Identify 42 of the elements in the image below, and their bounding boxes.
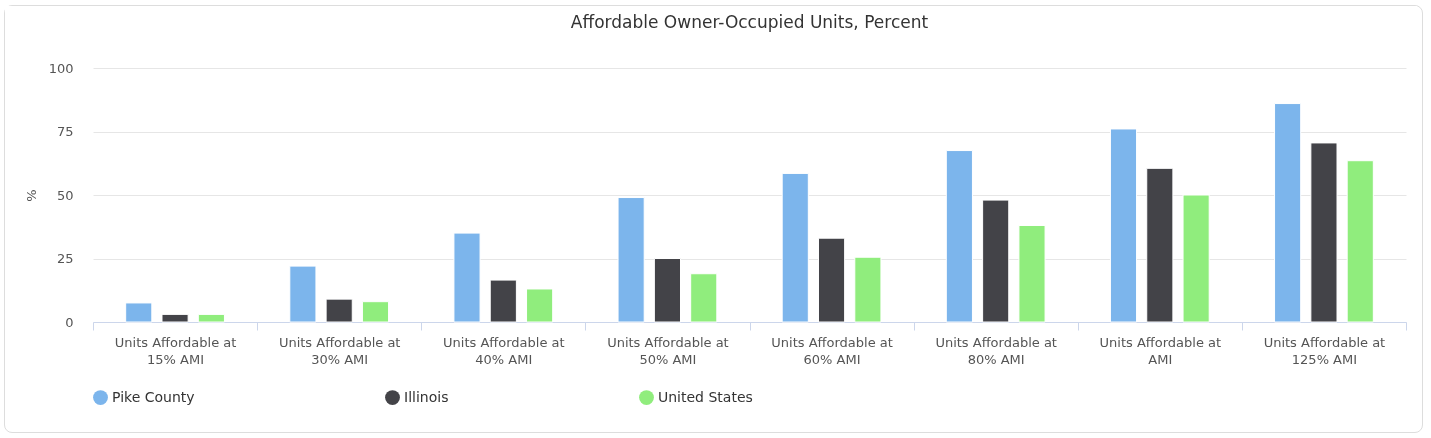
bar: [1310, 142, 1338, 323]
bar: [1109, 128, 1138, 323]
x-tick-label: Units Affordable at 50% AMI: [607, 334, 729, 367]
bar: [197, 313, 225, 323]
x-tick-label: Units Affordable at 15% AMI: [114, 334, 237, 367]
x-tick-label: Units Affordable at 80% AMI: [935, 334, 1057, 367]
bar: [289, 265, 317, 323]
y-axis-title: %: [23, 189, 39, 202]
bar: [1018, 224, 1046, 323]
legend-label: Illinois: [404, 388, 449, 405]
x-tick-label: Units Affordable at 30% AMI: [278, 334, 401, 367]
y-tick-label: 25: [56, 251, 74, 266]
bar: [361, 301, 390, 323]
bar: [489, 279, 517, 323]
bar: [617, 197, 645, 323]
bar: [817, 237, 846, 323]
bar: [325, 298, 353, 323]
y-tick-label: 50: [56, 187, 74, 203]
bar: [161, 313, 189, 323]
x-tick-label: Units Affordable at AMI: [1099, 334, 1222, 367]
bar: [690, 273, 718, 323]
bar: [1274, 103, 1302, 323]
bar: [854, 256, 882, 323]
y-tick-label: 100: [48, 60, 74, 76]
chart-title: Affordable Owner-Occupied Units, Percent: [570, 12, 929, 32]
legend-label: Pike County: [112, 388, 195, 405]
x-tick-label: Units Affordable at 125% AMI: [1263, 334, 1386, 367]
y-tick-label: 0: [65, 314, 74, 330]
bar: [125, 302, 153, 323]
bar: [1146, 167, 1174, 323]
x-tick-label: Units Affordable at 60% AMI: [771, 334, 893, 367]
bar: [526, 288, 554, 323]
bar: [781, 172, 809, 323]
y-tick-label: 75: [56, 124, 74, 139]
bar: [1346, 160, 1374, 323]
bar: [1182, 194, 1210, 323]
bar: [653, 258, 682, 323]
bar: [945, 150, 973, 323]
x-tick-label: Units Affordable at 40% AMI: [443, 334, 565, 367]
legend-label: United States: [658, 388, 753, 405]
bar: [982, 199, 1010, 323]
bar: [453, 232, 481, 323]
